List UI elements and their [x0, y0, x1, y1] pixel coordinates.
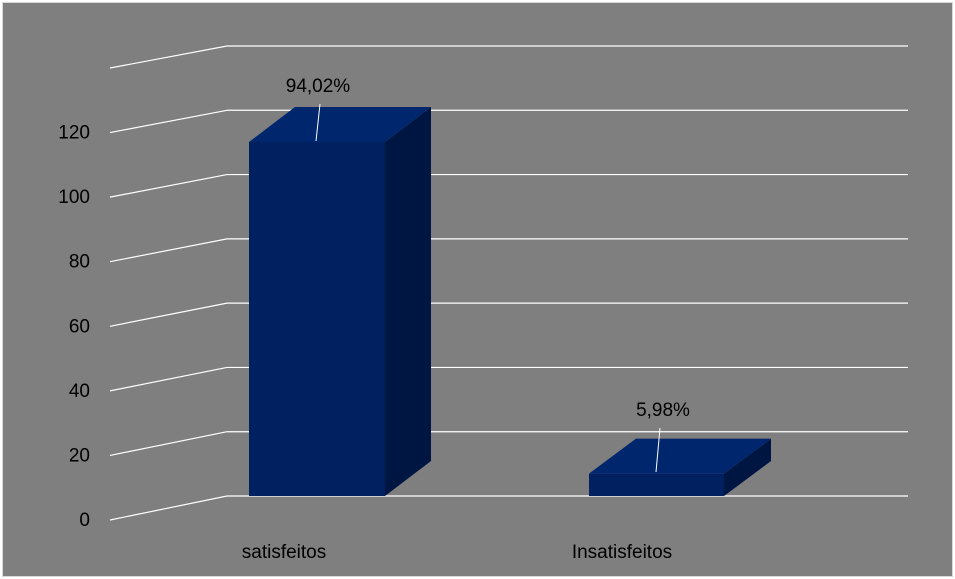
- bar-front-face: [589, 473, 724, 496]
- bar-insatisfeitos: [589, 438, 771, 496]
- bar-satisfeitos: [249, 107, 431, 496]
- y-tick-label: 60: [69, 316, 90, 337]
- gridline-diagonal: [109, 366, 228, 392]
- gridline-diagonal: [109, 173, 228, 198]
- gridline-diagonal: [109, 238, 228, 263]
- category-label-insatisfeitos: Insatisfeitos: [572, 542, 672, 563]
- gridline-diagonal: [109, 45, 228, 69]
- y-tick-label: 40: [69, 381, 90, 402]
- y-axis-tick-labels: 0 20 40 60 80 100 120: [58, 123, 90, 531]
- gridline-diagonal: [109, 431, 228, 457]
- data-labels: 94,02% 5,98%: [286, 76, 690, 473]
- data-label-leader-line: [315, 103, 321, 142]
- y-tick-label: 20: [69, 445, 90, 466]
- y-tick-label: 80: [69, 252, 90, 273]
- x-axis-category-labels: satisfeitos Insatisfeitos: [242, 542, 672, 563]
- bar-front-face: [249, 142, 385, 496]
- gridlines: [109, 45, 908, 521]
- y-tick-label: 0: [79, 510, 90, 531]
- bar-side-face: [385, 107, 431, 496]
- bar-side-face: [724, 438, 771, 496]
- gridline-diagonal: [109, 495, 228, 521]
- category-label-satisfeitos: satisfeitos: [242, 542, 326, 563]
- bar-top-face: [249, 107, 431, 142]
- bar-top-face: [589, 438, 771, 474]
- y-tick-label: 100: [58, 187, 90, 208]
- data-label-insatisfeitos: 5,98%: [636, 400, 690, 421]
- bars: [249, 107, 771, 496]
- gridline-diagonal: [109, 109, 228, 134]
- y-tick-label: 120: [58, 123, 90, 144]
- data-label-leader-line: [655, 427, 661, 473]
- data-label-satisfeitos: 94,02%: [286, 76, 351, 97]
- gridline-diagonal: [109, 302, 228, 327]
